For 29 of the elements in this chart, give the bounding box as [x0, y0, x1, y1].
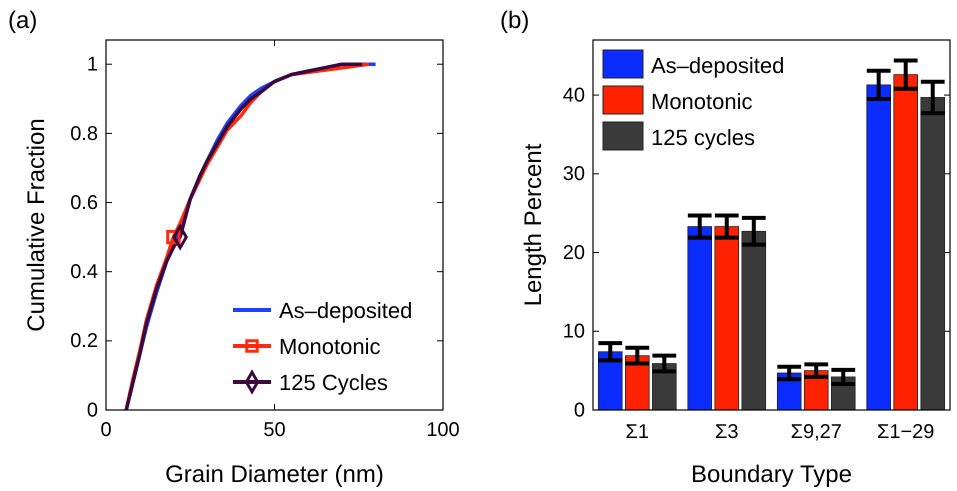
x-tick-label: Σ9,27 — [790, 421, 842, 444]
y-axis-title: Length Percent — [520, 143, 547, 306]
y-tick-label: 0 — [574, 399, 585, 422]
legend-label: Monotonic — [651, 89, 753, 114]
y-axis-title: Cumulative Fraction — [23, 118, 50, 332]
legend-label: 125 Cycles — [279, 370, 388, 395]
x-tick-label: Σ3 — [715, 421, 739, 444]
legend-label: 125 cycles — [651, 125, 755, 150]
x-axis-title: Boundary Type — [690, 461, 852, 488]
y-tick-label: 10 — [562, 320, 585, 343]
y-tick-label: 0 — [86, 399, 98, 422]
x-tick-label: 100 — [426, 419, 460, 442]
x-tick-label: Σ1 — [626, 421, 650, 444]
x-tick-label: 50 — [263, 419, 286, 442]
text: (b) — [500, 7, 530, 34]
text: (a) — [8, 7, 38, 34]
y-tick-label: 0.4 — [70, 261, 98, 284]
y-tick-label: 0.2 — [70, 330, 98, 352]
legend-label: As–deposited — [651, 53, 784, 78]
y-tick-label: 40 — [562, 84, 585, 107]
y-tick-label: 30 — [562, 163, 585, 186]
y-tick-label: 20 — [562, 242, 585, 264]
y-tick-label: 0.8 — [70, 122, 98, 145]
legend-label: As–deposited — [279, 298, 412, 323]
y-tick-label: 0.6 — [70, 192, 98, 214]
legend-label: Monotonic — [279, 334, 381, 359]
x-tick-label: Σ1−29 — [877, 421, 934, 444]
y-tick-label: 1 — [86, 54, 98, 76]
x-axis-title: Grain Diameter (nm) — [165, 461, 384, 488]
